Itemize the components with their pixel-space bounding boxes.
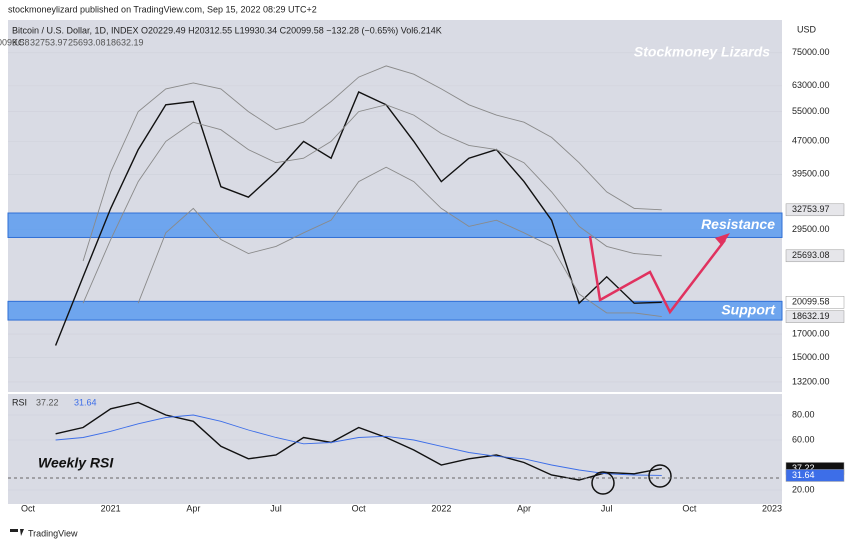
last-value-box bbox=[785, 310, 845, 323]
rsi-pane bbox=[8, 394, 782, 504]
y-tick-label: 47000.00 bbox=[792, 136, 830, 146]
x-tick-label: 2022 bbox=[431, 503, 451, 513]
zone-label: Support bbox=[721, 301, 776, 317]
brand-logo bbox=[10, 529, 24, 536]
x-tick-label: Apr bbox=[517, 503, 531, 513]
rsi-circle bbox=[591, 471, 615, 495]
x-tick-label: 2021 bbox=[101, 503, 121, 513]
series-line bbox=[82, 65, 662, 262]
zone bbox=[7, 212, 783, 238]
y-tick-label: 17000.00 bbox=[792, 328, 830, 338]
x-tick-label: 2023 bbox=[762, 503, 782, 513]
x-tick-label: Apr bbox=[186, 503, 200, 513]
series-line bbox=[82, 104, 662, 304]
series-line bbox=[54, 91, 662, 346]
y-tick-label: 15000.00 bbox=[792, 352, 830, 362]
x-tick-label: Jul bbox=[601, 503, 613, 513]
last-value-box bbox=[785, 296, 845, 309]
last-value-box bbox=[785, 249, 845, 263]
y-tick-label: 63000.00 bbox=[792, 80, 830, 90]
axis-unit: USD bbox=[797, 24, 817, 34]
last-value-label: 18632.19 bbox=[792, 311, 830, 321]
y-tick-label: 20.00 bbox=[792, 484, 815, 494]
series-line bbox=[137, 166, 662, 318]
last-value-box bbox=[785, 469, 845, 482]
brand: TradingView bbox=[28, 528, 78, 538]
series-line bbox=[55, 401, 662, 481]
last-value-label: 31.64 bbox=[792, 470, 815, 480]
series-line bbox=[55, 414, 662, 476]
x-tick-label: Oct bbox=[21, 503, 36, 513]
y-tick-label: 29500.00 bbox=[792, 224, 830, 234]
symbol-legend: Bitcoin / U.S. Dollar, 1D, INDEX O20229.… bbox=[12, 25, 442, 35]
y-tick-label: 13200.00 bbox=[792, 376, 830, 386]
last-value-label: 20099.58 bbox=[792, 297, 830, 307]
rsi-legend: RSI bbox=[12, 397, 27, 407]
y-tick-label: 39500.00 bbox=[792, 169, 830, 179]
y-tick-label: 75000.00 bbox=[792, 47, 830, 57]
rsi-note: Weekly RSI bbox=[38, 455, 114, 471]
legend-value: 32753.97 bbox=[30, 37, 68, 47]
last-value-box bbox=[785, 203, 845, 217]
legend-value: 25693.08 bbox=[68, 37, 106, 47]
x-tick-label: Oct bbox=[682, 503, 697, 513]
price-pane bbox=[8, 20, 782, 392]
zone-label: Resistance bbox=[701, 216, 775, 232]
rsi-circle bbox=[648, 464, 672, 488]
kc-legend: KC bbox=[12, 37, 25, 47]
watermark: Stockmoney Lizards bbox=[634, 44, 770, 60]
legend-value: 20099.58 bbox=[0, 37, 30, 47]
y-tick-label: 60.00 bbox=[792, 434, 815, 444]
pattern-arrow bbox=[588, 235, 726, 315]
zone bbox=[7, 300, 783, 321]
x-tick-label: Jul bbox=[270, 503, 282, 513]
x-tick-label: Oct bbox=[352, 503, 367, 513]
arrow-head bbox=[715, 233, 730, 246]
legend-value: 37.22 bbox=[36, 397, 59, 407]
y-tick-label: 55000.00 bbox=[792, 106, 830, 116]
legend-value: 18632.19 bbox=[106, 37, 144, 47]
last-value-label: 25693.08 bbox=[792, 250, 830, 260]
last-value-label: 32753.97 bbox=[792, 204, 830, 214]
legend-value: 31.64 bbox=[74, 397, 97, 407]
published: stockmoneylizard published on TradingVie… bbox=[8, 4, 317, 14]
y-tick-label: 80.00 bbox=[792, 409, 815, 419]
last-value-label: 37.22 bbox=[792, 463, 815, 473]
